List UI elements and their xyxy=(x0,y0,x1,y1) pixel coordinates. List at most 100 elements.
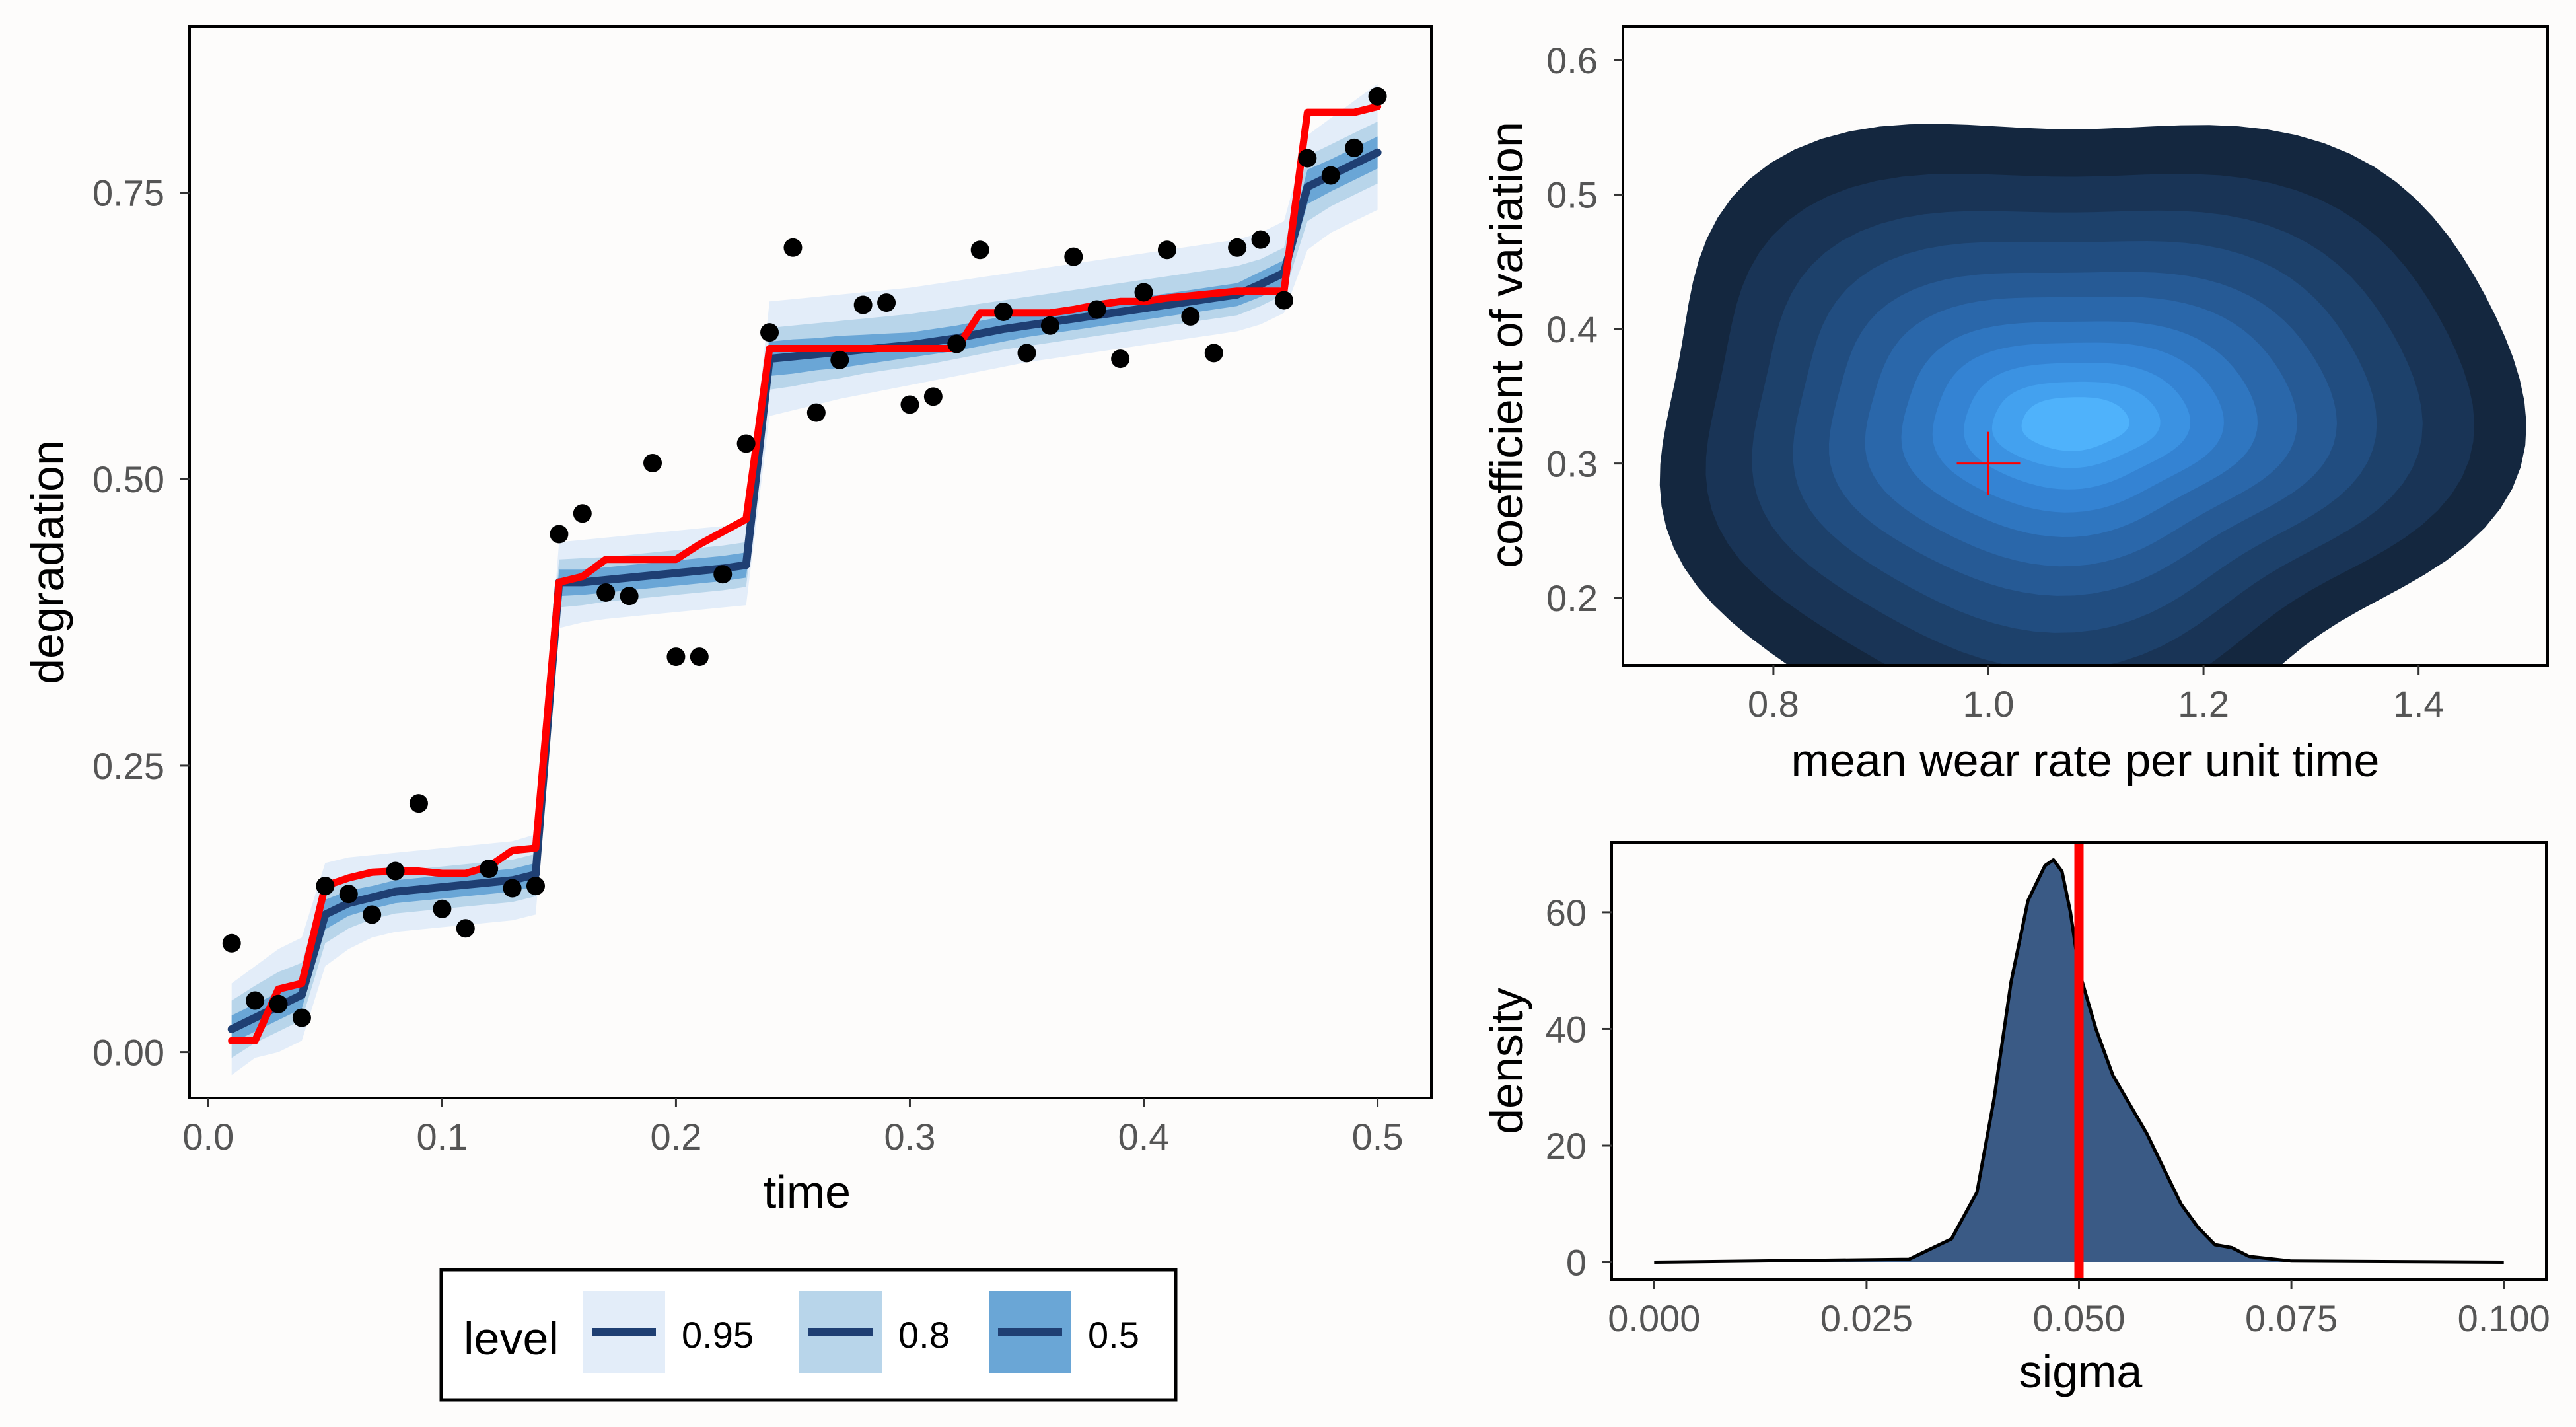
degradation-plot-border xyxy=(188,25,1433,1099)
data-point xyxy=(292,1008,311,1027)
data-point xyxy=(1111,349,1130,369)
data-point xyxy=(1181,307,1200,326)
x-tick-label: 1.2 xyxy=(2178,683,2229,725)
x-tick-label: 0.2 xyxy=(650,1116,701,1157)
legend-items: 0.95 0.8 0.5 xyxy=(583,1291,1139,1373)
x-tick-label: 0.100 xyxy=(2458,1298,2550,1339)
sigma-x-title: sigma xyxy=(2019,1346,2143,1397)
degradation-x-title: time xyxy=(764,1166,851,1218)
data-point xyxy=(269,994,288,1013)
joint-x-title: mean wear rate per unit time xyxy=(1791,735,2380,786)
x-tick-label: 0.1 xyxy=(416,1116,468,1157)
joint-y-title: coefficient of variation xyxy=(1481,122,1532,568)
data-point xyxy=(1251,230,1270,249)
x-tick-label: 0.8 xyxy=(1748,683,1799,725)
degradation-x-ticks: 0.0 0.1 0.2 0.3 0.4 0.5 xyxy=(182,1098,1403,1157)
data-point xyxy=(1134,283,1153,302)
y-tick-label: 0.5 xyxy=(1546,174,1598,215)
data-point xyxy=(433,899,452,918)
legend-label-0.8: 0.8 xyxy=(898,1314,950,1356)
data-point xyxy=(620,587,639,606)
data-point xyxy=(947,334,966,353)
data-point xyxy=(456,919,475,938)
data-point xyxy=(363,905,382,924)
y-tick-label: 0.3 xyxy=(1546,443,1598,485)
interval-bands xyxy=(231,83,1378,1076)
data-point xyxy=(1064,247,1083,266)
data-point xyxy=(736,434,756,453)
y-tick-label: 20 xyxy=(1546,1125,1587,1167)
legend-title: level xyxy=(464,1313,559,1364)
y-tick-label: 0.50 xyxy=(92,458,164,500)
sigma-density-outline xyxy=(1654,858,2504,1264)
data-point xyxy=(316,877,335,896)
data-point xyxy=(1087,300,1106,319)
data-point xyxy=(666,647,686,667)
legend: level 0.95 0.8 0.5 xyxy=(439,1268,1178,1402)
data-point xyxy=(643,453,662,472)
contour-level-11 xyxy=(2021,397,2129,451)
x-tick-label: 0.050 xyxy=(2032,1298,2125,1339)
y-tick-label: 0.4 xyxy=(1546,309,1598,350)
data-point xyxy=(573,504,592,523)
y-tick-label: 0 xyxy=(1566,1242,1587,1284)
legend-label-0.5: 0.5 xyxy=(1088,1314,1139,1356)
x-tick-label: 0.0 xyxy=(182,1116,234,1157)
data-point xyxy=(1321,166,1340,185)
x-tick-label: 1.0 xyxy=(1963,683,2015,725)
path-lines xyxy=(227,102,1382,1044)
joint-x-ticks: 0.8 1.0 1.2 1.4 xyxy=(1748,665,2445,725)
data-point xyxy=(596,583,616,602)
degradation-y-ticks: 0.00 0.25 0.50 0.75 xyxy=(92,172,190,1074)
data-point xyxy=(1274,291,1293,310)
data-point xyxy=(877,293,896,312)
x-tick-label: 0.025 xyxy=(1820,1298,1913,1339)
x-tick-label: 0.075 xyxy=(2245,1298,2338,1339)
sigma-y-ticks: 0 20 40 60 xyxy=(1546,892,1612,1284)
data-point xyxy=(690,647,709,667)
joint-plot-border xyxy=(1622,25,2549,667)
y-tick-label: 60 xyxy=(1546,892,1587,933)
x-tick-label: 0.3 xyxy=(884,1116,936,1157)
data-point xyxy=(1204,344,1223,363)
data-point xyxy=(386,861,405,881)
data-point xyxy=(806,403,826,422)
data-point xyxy=(1345,138,1364,157)
data-point xyxy=(246,991,265,1010)
median-line xyxy=(227,148,1382,1033)
data-point xyxy=(503,879,522,898)
data-point xyxy=(1368,87,1387,106)
y-tick-label: 0.6 xyxy=(1546,40,1598,81)
data-point xyxy=(480,860,499,879)
data-point xyxy=(923,387,943,406)
density-contours xyxy=(1659,124,2526,665)
degradation-panel: 0.0 0.1 0.2 0.3 0.4 0.5 0.00 0.25 0.50 0.75 time… xyxy=(22,25,1433,1218)
sigma-x-ticks: 0.000 0.025 0.050 0.075 0.100 xyxy=(1608,1280,2550,1339)
data-point xyxy=(222,933,241,953)
x-tick-label: 0.5 xyxy=(1352,1116,1404,1157)
y-tick-label: 0.00 xyxy=(92,1032,164,1074)
data-point xyxy=(1040,316,1059,335)
data-point xyxy=(853,295,873,314)
x-tick-label: 0.4 xyxy=(1118,1116,1170,1157)
data-point xyxy=(526,877,545,896)
data-point xyxy=(713,565,733,584)
joint-y-ticks: 0.2 0.3 0.4 0.5 0.6 xyxy=(1546,40,1623,619)
observed-points xyxy=(222,87,1387,1027)
data-point xyxy=(1298,149,1317,168)
legend-label-0.95: 0.95 xyxy=(682,1314,754,1356)
sigma-y-title: density xyxy=(1481,988,1532,1134)
x-tick-label: 0.000 xyxy=(1608,1298,1700,1339)
data-point xyxy=(970,240,989,260)
y-tick-label: 0.75 xyxy=(92,172,164,214)
data-point xyxy=(1228,238,1247,257)
data-point xyxy=(339,885,358,904)
data-point xyxy=(1017,344,1036,363)
y-tick-label: 0.25 xyxy=(92,745,164,787)
data-point xyxy=(783,238,803,257)
x-tick-label: 1.4 xyxy=(2393,683,2445,725)
y-tick-label: 40 xyxy=(1546,1008,1587,1050)
data-point xyxy=(994,302,1013,321)
